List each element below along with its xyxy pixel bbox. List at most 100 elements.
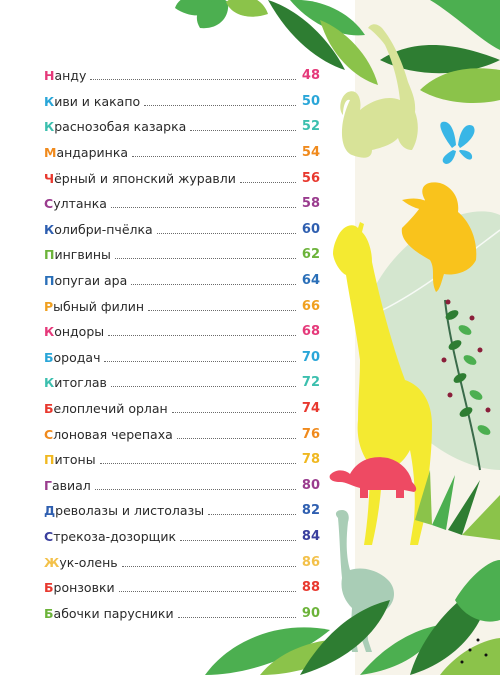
toc-entry[interactable]: Попугаи ара 64 xyxy=(44,268,320,294)
toc-entry-title: Древолазы и листолазы xyxy=(44,503,204,518)
monkey-silhouette-icon xyxy=(340,24,418,158)
toc-entry-rest: ингвины xyxy=(54,247,111,263)
toc-entry-rest: раснозобая казарка xyxy=(54,119,187,135)
toc-entry-rest: ронзовки xyxy=(53,580,115,596)
toc-entry[interactable]: Слоновая черепаха 76 xyxy=(44,421,320,447)
dot-leader xyxy=(131,284,296,286)
toc-entry-initial: П xyxy=(44,273,55,289)
toc-entry-initial: Г xyxy=(44,477,52,493)
top-leaves-icon xyxy=(175,0,500,103)
toc-entry[interactable]: Нанду 48 xyxy=(44,63,320,89)
toc-entry-page-number: 64 xyxy=(301,273,320,289)
dot-leader xyxy=(144,104,296,106)
toc-entry[interactable]: Белоплечий орлан 74 xyxy=(44,396,320,422)
turtle-silhouette-icon xyxy=(329,457,417,498)
toc-entry-initial: Ч xyxy=(44,170,55,186)
toc-entry-initial: Б xyxy=(44,605,54,621)
toc-entry-title: Пингвины xyxy=(44,247,111,262)
toc-entry[interactable]: Бородач 70 xyxy=(44,345,320,371)
toc-entry-title: Кондоры xyxy=(44,324,104,339)
toc-entry-initial: Б xyxy=(44,580,54,596)
dot-leader xyxy=(121,565,296,567)
toc-entry-title: Слоновая черепаха xyxy=(44,427,173,442)
dot-leader xyxy=(190,130,296,132)
toc-entry-page-number: 78 xyxy=(301,452,320,468)
toc-entry-title: Китоглав xyxy=(44,375,107,390)
toc-entry-title: Рыбный филин xyxy=(44,299,144,314)
toc-entry-initial: К xyxy=(44,93,55,109)
toc-entry[interactable]: Китоглав 72 xyxy=(44,370,320,396)
toc-entry-rest: ондоры xyxy=(54,324,105,340)
toc-entry-page-number: 82 xyxy=(301,503,320,519)
dot-leader xyxy=(90,79,296,81)
butterfly-icon xyxy=(440,121,475,164)
toc-entry[interactable]: Бабочки парусники 90 xyxy=(44,600,320,626)
toc-entry-rest: лоновая черепаха xyxy=(53,426,173,442)
toc-entry[interactable]: Стрекоза-дозорщик 84 xyxy=(44,524,320,550)
toc-entry[interactable]: Древолазы и листолазы 82 xyxy=(44,498,320,524)
toc-entry[interactable]: Колибри-пчёлка 60 xyxy=(44,217,320,243)
toc-entry-rest: револазы и листолазы xyxy=(55,503,205,519)
toc-entry[interactable]: Гавиал 80 xyxy=(44,473,320,499)
toc-entry-page-number: 58 xyxy=(301,196,320,212)
toc-entry[interactable]: Султанка 58 xyxy=(44,191,320,217)
toc-entry-initial: П xyxy=(44,452,55,468)
dot-leader xyxy=(156,232,296,234)
dot-leader xyxy=(177,616,296,618)
toc-entry[interactable]: Питоны 78 xyxy=(44,447,320,473)
toc-entry-page-number: 56 xyxy=(301,170,320,186)
dot-leader xyxy=(114,258,296,260)
grass-icon xyxy=(415,470,500,540)
toc-entry-page-number: 68 xyxy=(301,324,320,340)
toc-entry-initial: С xyxy=(44,196,54,212)
toc-entry-initial: К xyxy=(44,324,55,340)
toc-entry-page-number: 52 xyxy=(301,119,320,135)
toc-entry[interactable]: Краснозобая казарка 52 xyxy=(44,114,320,140)
dot-leader xyxy=(171,412,296,414)
toc-entry-title: Белоплечий орлан xyxy=(44,401,168,416)
toc-entry-rest: ородач xyxy=(53,349,101,365)
toc-entry-rest: абочки парусники xyxy=(53,605,174,621)
toc-entry[interactable]: Жук-олень 86 xyxy=(44,549,320,575)
bottom-leaves-icon xyxy=(205,560,500,675)
toc-entry[interactable]: Бронзовки 88 xyxy=(44,575,320,601)
toc-entry-title: Колибри-пчёлка xyxy=(44,222,153,237)
dot-leader xyxy=(132,156,296,158)
toc-entry-rest: ук-олень xyxy=(59,554,118,570)
toc-entry-rest: опугаи ара xyxy=(54,273,128,289)
dot-leader xyxy=(176,437,296,439)
table-of-contents: Нанду 48 Киви и какапо 50 Краснозобая казарк… xyxy=(44,63,320,626)
toc-entry-title: Жук-олень xyxy=(44,555,118,570)
toc-entry-page-number: 84 xyxy=(301,528,320,544)
dot-leader xyxy=(148,309,296,311)
toc-entry-title: Мандаринка xyxy=(44,145,128,160)
toc-entry-title: Чёрный и японский журавли xyxy=(44,171,236,186)
toc-entry[interactable]: Кондоры 68 xyxy=(44,319,320,345)
toc-entry-initial: Р xyxy=(44,298,54,314)
toc-entry[interactable]: Пингвины 62 xyxy=(44,242,320,268)
toc-entry[interactable]: Мандаринка 54 xyxy=(44,140,320,166)
dot-leader xyxy=(180,539,296,541)
toc-entry[interactable]: Чёрный и японский журавли 56 xyxy=(44,165,320,191)
toc-entry-page-number: 90 xyxy=(301,605,320,621)
dot-leader xyxy=(239,181,296,183)
toc-entry-page-number: 54 xyxy=(301,145,320,161)
toc-entry-page-number: 72 xyxy=(301,375,320,391)
dot-leader xyxy=(104,360,296,362)
toc-entry-initial: П xyxy=(44,247,55,263)
dot-leader xyxy=(110,207,296,209)
toc-entry[interactable]: Киви и какапо 50 xyxy=(44,89,320,115)
toc-entry-page-number: 88 xyxy=(301,580,320,596)
toc-entry-rest: ёрный и японский журавли xyxy=(54,170,236,186)
toc-entry-title: Бабочки парусники xyxy=(44,606,174,621)
dot-leader xyxy=(99,463,296,465)
toc-entry-rest: иви и какапо xyxy=(54,93,141,109)
toc-entry[interactable]: Рыбный филин 66 xyxy=(44,293,320,319)
dot-leader xyxy=(110,386,296,388)
toc-entry-rest: елоплечий орлан xyxy=(53,401,168,417)
toc-entry-rest: итоглав xyxy=(54,375,107,391)
toc-entry-initial: К xyxy=(44,221,55,237)
toc-entry-page-number: 74 xyxy=(301,401,320,417)
toc-entry-title: Попугаи ара xyxy=(44,273,127,288)
